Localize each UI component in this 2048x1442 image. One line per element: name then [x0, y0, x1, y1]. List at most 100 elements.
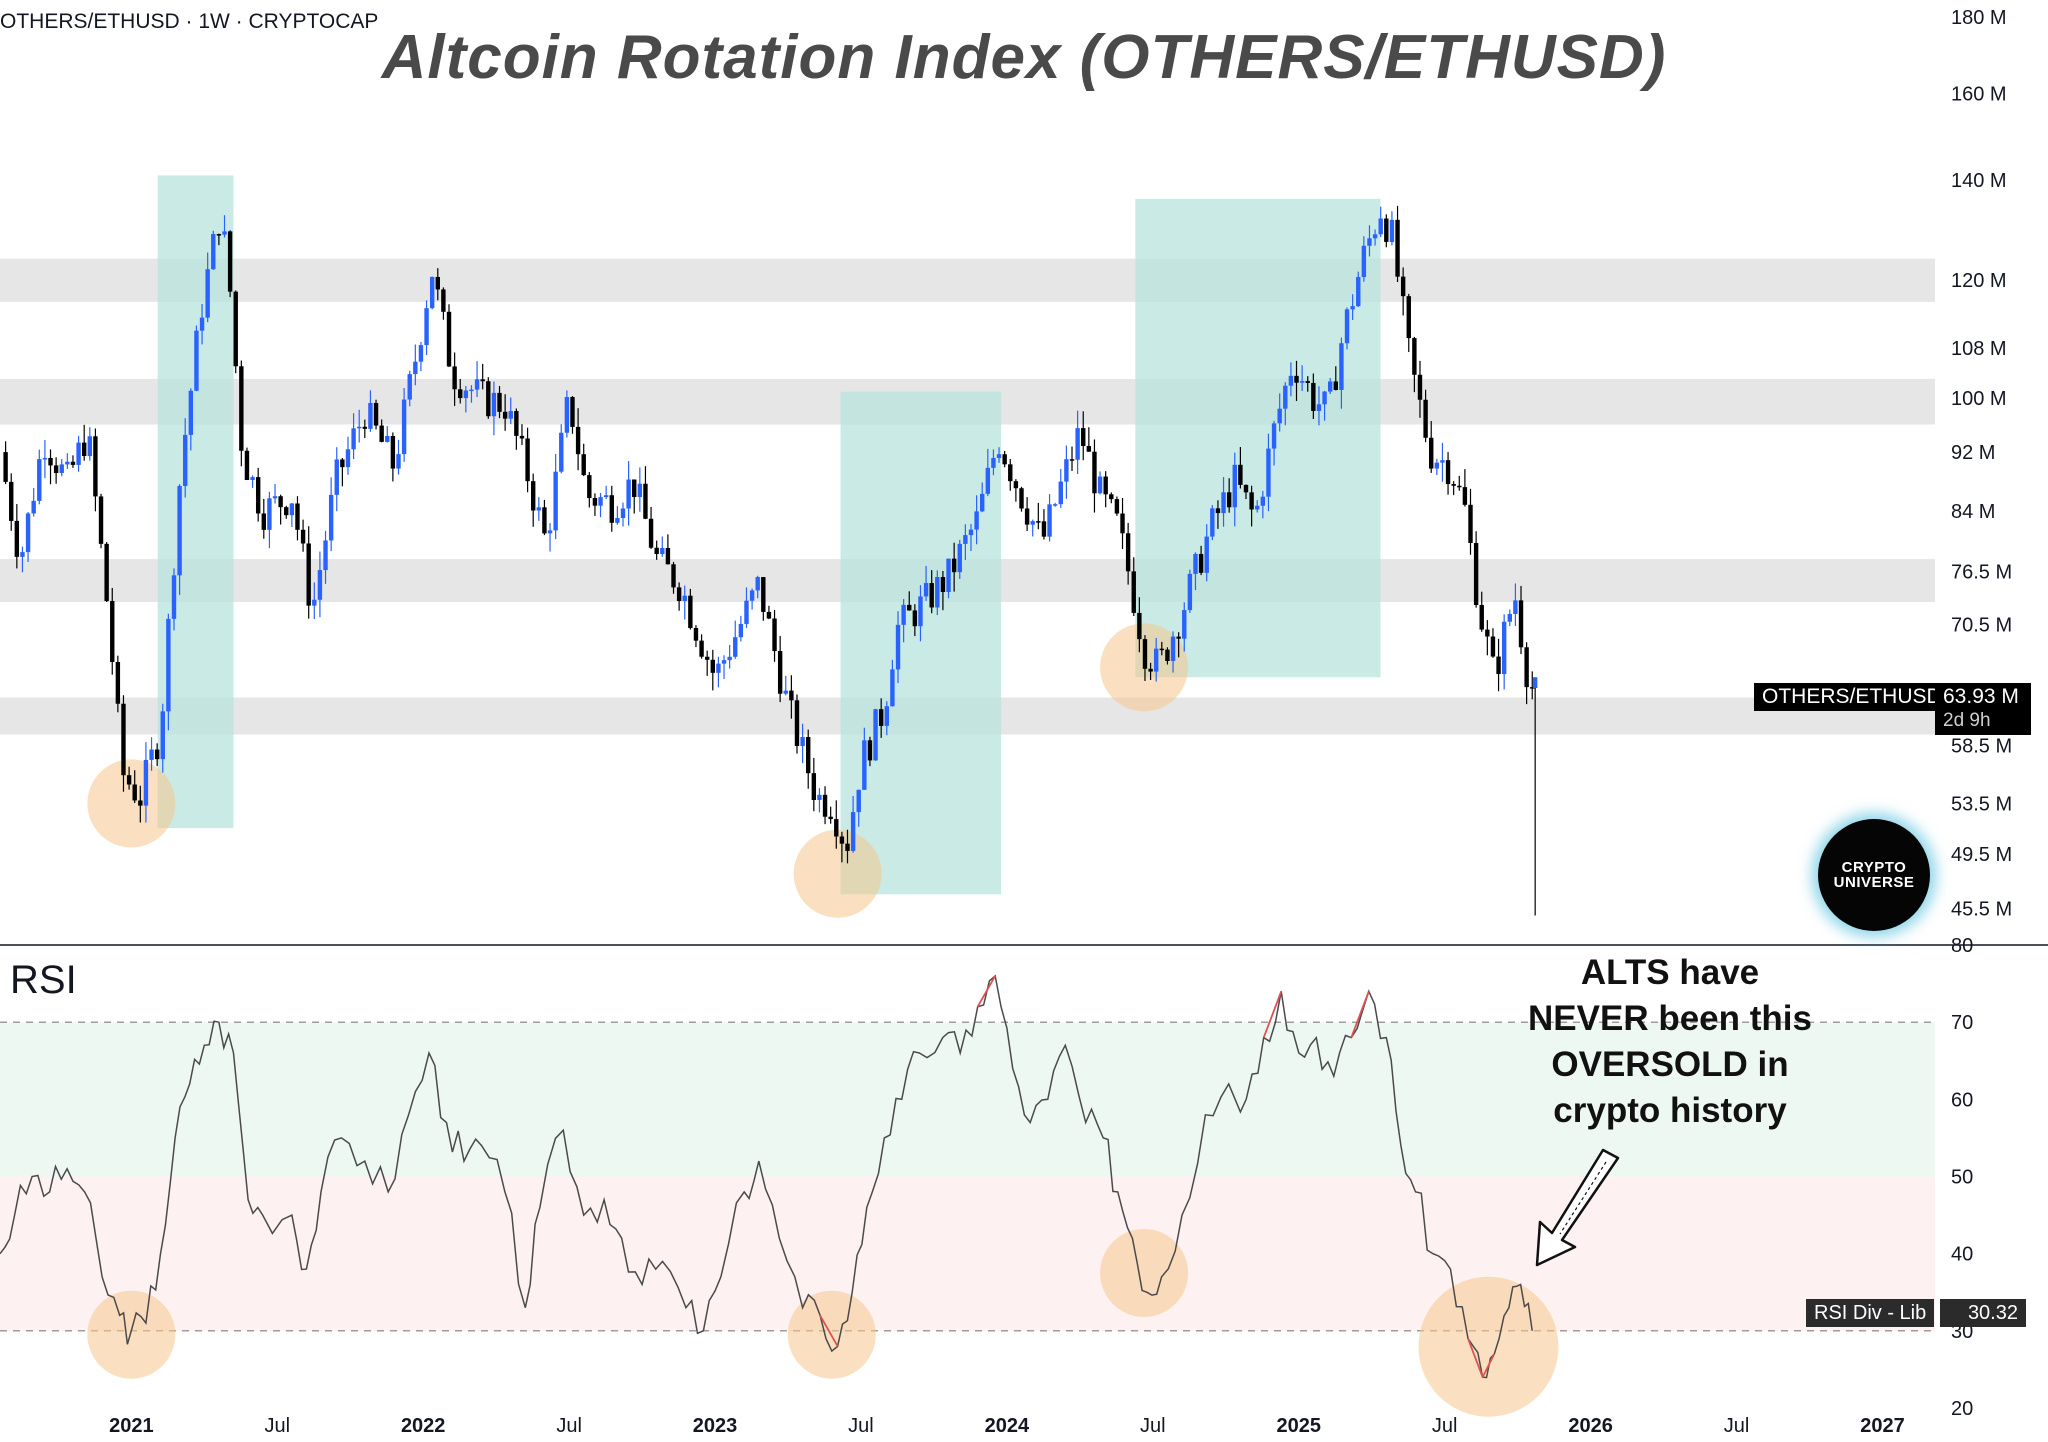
candle-body — [1434, 462, 1440, 469]
candle-body — [227, 231, 233, 292]
logo-line: CRYPTO — [1841, 859, 1907, 876]
candle-body — [385, 435, 390, 442]
candle-body — [850, 812, 856, 851]
candle-body — [946, 558, 951, 592]
candle-body — [839, 836, 845, 844]
candle-body — [1417, 374, 1423, 400]
candle-body — [435, 276, 440, 290]
candle-body — [1344, 309, 1350, 344]
chart-title: Altcoin Rotation Index (OTHERS/ETHUSD) — [381, 23, 1667, 92]
candle-body — [733, 637, 738, 657]
candle-body — [1490, 636, 1496, 657]
candle-body — [598, 497, 603, 506]
candle-body — [340, 459, 345, 468]
candle-body — [845, 843, 850, 851]
price-axis-label: 140 M — [1951, 170, 2007, 192]
time-axis-label: Jul — [848, 1415, 874, 1437]
candle-body — [587, 475, 592, 499]
rsi-axis-label: 50 — [1951, 1167, 1973, 1189]
candle-body — [1114, 499, 1120, 514]
candle-body — [912, 610, 918, 627]
price-axis-label: 49.5 M — [1951, 844, 2012, 866]
candle-body — [974, 511, 979, 530]
price-axis-label: 108 M — [1951, 338, 2007, 360]
candle-body — [1210, 508, 1215, 537]
candle-body — [1294, 375, 1299, 383]
candle-body — [676, 587, 682, 601]
candle-body — [1097, 476, 1103, 494]
candle-body — [452, 366, 457, 390]
candle-body — [1148, 668, 1153, 672]
candle-body — [1440, 460, 1445, 463]
candle-body — [37, 459, 42, 501]
candle-body — [126, 775, 132, 785]
candle-body — [856, 789, 861, 813]
candle-body — [710, 659, 716, 673]
candle-body — [1389, 219, 1395, 242]
candle-body — [1288, 375, 1294, 386]
candle-body — [867, 740, 873, 761]
candle-body — [755, 577, 760, 591]
candle-body — [362, 426, 368, 429]
price-axis-label: 92 M — [1951, 442, 1995, 464]
support-band — [0, 258, 1935, 302]
candle-body — [1518, 600, 1524, 648]
time-axis-label: 2024 — [985, 1415, 1030, 1437]
candle-body — [923, 583, 929, 597]
candle-body — [491, 392, 497, 417]
bar-countdown: 2d 9h — [1943, 710, 1991, 731]
candle-body — [1064, 459, 1069, 482]
candle-body — [704, 656, 710, 660]
candle-body — [42, 457, 48, 460]
candle-body — [171, 575, 177, 619]
candle-body — [980, 493, 985, 512]
candle-body — [1058, 481, 1063, 505]
candle-body — [1445, 460, 1451, 485]
candle-body — [693, 627, 699, 641]
candle-body — [1255, 505, 1260, 510]
annotation-line: crypto history — [1553, 1091, 1787, 1130]
candle-body — [1153, 648, 1159, 672]
rotation-zone — [840, 391, 1002, 895]
rsi-extreme-segment — [1350, 990, 1370, 1038]
candle-body — [907, 604, 912, 611]
candle-body — [446, 311, 452, 367]
candle-body — [738, 623, 744, 638]
rsi-oversold-circle — [87, 1290, 176, 1379]
rsi-extreme-segment — [1481, 1353, 1496, 1378]
candle-body — [1412, 338, 1417, 375]
candle-body — [1277, 408, 1282, 424]
candle-body — [699, 640, 704, 657]
candle-body — [1215, 508, 1221, 514]
candle-body — [648, 518, 654, 548]
candle-body — [379, 425, 384, 442]
candle-body — [474, 379, 480, 390]
rsi-line — [0, 974, 1533, 1379]
price-axis-label: 45.5 M — [1951, 898, 2012, 920]
price-axis-label: 53.5 M — [1951, 793, 2012, 815]
candle-body — [772, 618, 777, 652]
candle-body — [1339, 343, 1344, 390]
candle-body — [682, 595, 687, 601]
candle-body — [1030, 521, 1035, 525]
time-axis-label: 2027 — [1860, 1415, 1905, 1437]
candle-body — [334, 459, 339, 495]
rsi-axis-label: 70 — [1951, 1012, 1973, 1034]
candle-body — [1109, 494, 1114, 500]
candle-body — [895, 624, 901, 670]
candle-body — [328, 494, 334, 541]
candle-body — [985, 467, 991, 494]
candle-body — [154, 749, 160, 760]
price-axis-label: 76.5 M — [1951, 562, 2012, 584]
candle-body — [951, 558, 957, 573]
candle-body — [289, 503, 295, 516]
candle-body — [789, 690, 794, 701]
candle-body — [777, 651, 783, 694]
candle-body — [1243, 484, 1249, 493]
candle-body — [1384, 218, 1389, 242]
rsi-axis-label: 20 — [1951, 1398, 1973, 1420]
candle-body — [1103, 476, 1108, 495]
candle-body — [570, 397, 575, 427]
candle-body — [1485, 629, 1490, 637]
candle-body — [890, 669, 895, 707]
